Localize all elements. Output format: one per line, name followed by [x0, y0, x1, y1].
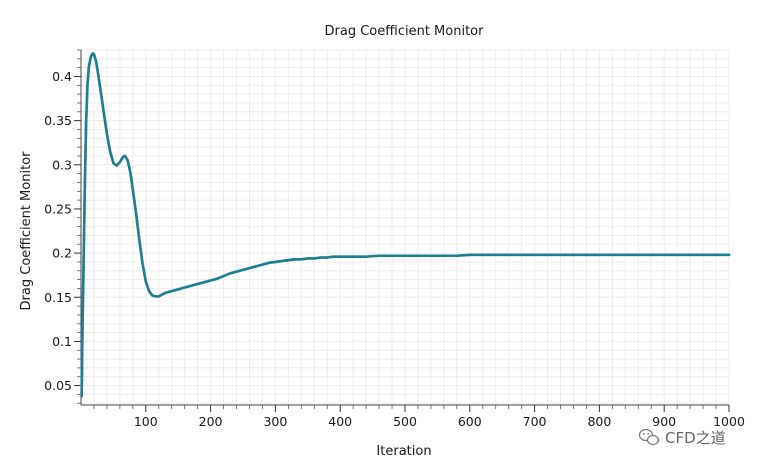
x-tick-label: 500 [393, 414, 417, 429]
x-axis-ticks: 100 200 300 400 500 600 700 800 900 1000 [93, 405, 745, 429]
x-tick-label: 800 [587, 414, 611, 429]
y-tick-label: 0.35 [44, 113, 72, 128]
y-tick-label: 0.3 [52, 157, 72, 172]
x-tick-label: 200 [199, 414, 223, 429]
series [80, 52, 731, 398]
x-tick-label: 900 [652, 414, 676, 429]
y-tick-label: 0.2 [52, 246, 72, 261]
chart-title: Drag Coefficient Monitor [325, 24, 485, 39]
x-tick-label: 300 [263, 414, 287, 429]
wechat-icon [638, 428, 660, 446]
x-tick-label: 100 [134, 414, 158, 429]
y-tick-label: 0.05 [44, 378, 72, 393]
grid [81, 49, 730, 405]
series-line [80, 52, 731, 398]
y-tick-label: 0.1 [52, 334, 72, 349]
y-tick-label: 0.4 [52, 69, 72, 84]
watermark: CFD之道 [638, 428, 726, 447]
x-tick-label: 1000 [713, 414, 745, 429]
x-tick-label: 600 [458, 414, 482, 429]
x-axis-label: Iteration [376, 444, 431, 459]
y-tick-label: 0.25 [44, 201, 72, 216]
x-tick-label: 700 [523, 414, 547, 429]
x-tick-label: 400 [328, 414, 352, 429]
y-tick-label: 0.15 [44, 290, 72, 305]
watermark-text: CFD之道 [665, 429, 726, 447]
y-axis-label: Drag Coefficient Monitor [19, 151, 34, 311]
y-axis-ticks: 0.05 0.1 0.15 0.2 0.25 0.3 0.35 0.4 [44, 49, 81, 404]
